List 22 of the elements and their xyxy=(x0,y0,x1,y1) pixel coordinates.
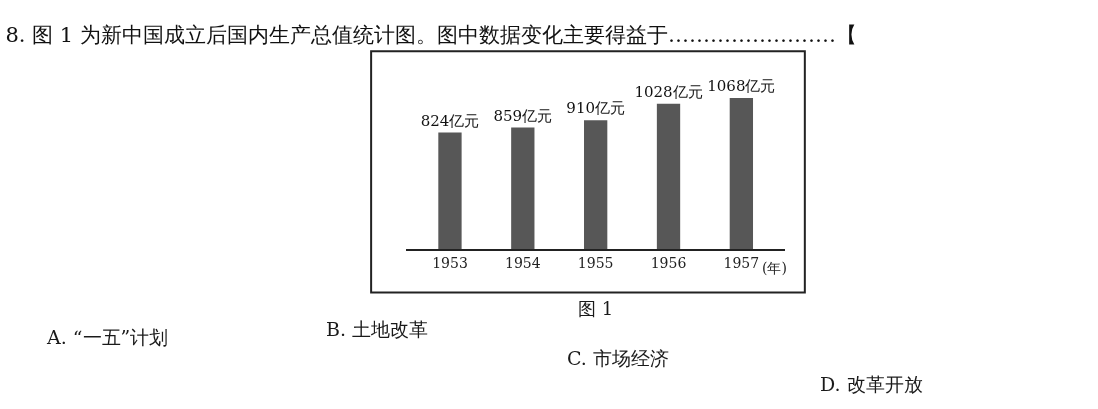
text: A. “一五”计划 xyxy=(46,326,169,348)
x-tick-label: 1956 xyxy=(650,255,687,272)
x-axis-title: (年) xyxy=(762,260,787,276)
bar xyxy=(511,127,535,250)
caption: 图 1 xyxy=(578,298,614,319)
chart-title: 8. 图 1 为新中国成立后国内生产总值统计图。图中数据变化主要得益于……………………【 xyxy=(5,23,857,48)
bar xyxy=(438,132,462,250)
x-tick-label: 1954 xyxy=(505,255,541,272)
bar xyxy=(729,97,754,250)
bar xyxy=(656,103,681,250)
data-label: 1028亿元 xyxy=(634,82,703,101)
data-label: 1068亿元 xyxy=(707,76,776,95)
data-label: 910亿元 xyxy=(566,99,625,118)
data-label: 859亿元 xyxy=(493,106,553,125)
bar xyxy=(584,120,608,250)
text: B. 土地改革 xyxy=(326,318,429,340)
text: C. 市场经济 xyxy=(567,347,669,369)
x-tick-label: 1953 xyxy=(432,255,468,272)
x-tick-label: 1955 xyxy=(577,255,614,272)
text: D. 改革开放 xyxy=(820,373,923,395)
x-tick-label: 1957 xyxy=(723,255,760,272)
data-label: 824亿元 xyxy=(420,111,480,130)
